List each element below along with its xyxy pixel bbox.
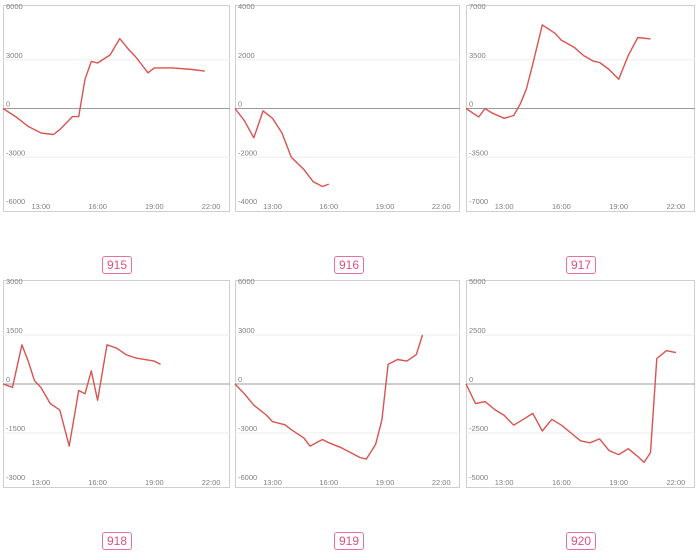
y-tick-label: -4000 — [238, 197, 257, 206]
y-tick-label: 7000 — [469, 2, 486, 11]
chart-915: 6000 3000 0 -3000 -6000 13:00 16:00 19:00 22:00 — [2, 2, 230, 212]
y-tick-label: -3000 — [6, 473, 25, 482]
chart-915-plot: 6000 3000 0 -3000 -6000 13:00 16:00 19:00 22:00 — [2, 2, 230, 212]
x-tick-label: 13:00 — [495, 202, 514, 211]
chart-916: 4000 2000 0 -2000 -4000 13:00 16:00 19:00 22:00 — [234, 2, 460, 212]
chart-label-920[interactable]: 920 — [565, 532, 597, 550]
y-tick-label: 1500 — [6, 326, 23, 335]
series-line — [234, 108, 330, 188]
y-tick-label: 6000 — [238, 277, 255, 286]
chart-916-plot: 4000 2000 0 -2000 -4000 13:00 16:00 19:00 22:00 — [234, 2, 460, 212]
x-tick-label: 22:00 — [667, 478, 686, 487]
y-tick-label: -1500 — [6, 424, 25, 433]
chart-label-916[interactable]: 916 — [333, 256, 365, 274]
series-line — [2, 37, 205, 136]
chart-917: 7000 3500 0 -3500 -7000 13:00 16:00 19:00 22:00 — [465, 2, 695, 212]
x-tick-label: 13:00 — [31, 202, 50, 211]
y-tick-label: -3500 — [469, 148, 488, 157]
x-tick-label: 22:00 — [432, 478, 451, 487]
x-tick-label: 16:00 — [319, 478, 338, 487]
y-tick-label: 3000 — [6, 51, 23, 60]
series-line — [234, 334, 424, 460]
x-tick-label: 22:00 — [202, 202, 221, 211]
y-tick-label: 0 — [238, 100, 242, 109]
chart-920: 5000 2500 0 -2500 -5000 13:00 16:00 19:00 22:00 — [465, 277, 695, 488]
x-tick-label: 16:00 — [88, 202, 107, 211]
x-tick-label: 16:00 — [319, 202, 338, 211]
y-tick-label: -2000 — [238, 148, 257, 157]
y-tick-label: 5000 — [469, 277, 486, 286]
y-tick-label: 4000 — [238, 2, 255, 11]
y-tick-label: 6000 — [6, 2, 23, 11]
x-tick-label: 13:00 — [495, 478, 514, 487]
chart-919-plot: 6000 3000 0 -3000 -6000 13:00 16:00 19:00 22:00 — [234, 277, 460, 488]
x-tick-label: 16:00 — [552, 202, 571, 211]
y-tick-label: 3000 — [6, 277, 23, 286]
y-tick-label: 0 — [469, 375, 473, 384]
x-tick-label: 22:00 — [202, 478, 221, 487]
y-tick-label: 0 — [6, 100, 10, 109]
x-tick-label: 13:00 — [263, 478, 282, 487]
x-tick-label: 22:00 — [667, 202, 686, 211]
y-tick-label: -3000 — [238, 424, 257, 433]
y-tick-label: 3500 — [469, 51, 486, 60]
x-tick-label: 19:00 — [609, 478, 628, 487]
y-tick-label: -6000 — [238, 473, 257, 482]
chart-label-917[interactable]: 917 — [565, 256, 597, 274]
series-line — [465, 349, 677, 464]
series-line — [2, 344, 161, 447]
y-tick-label: 3000 — [238, 326, 255, 335]
x-tick-label: 16:00 — [88, 478, 107, 487]
x-tick-label: 19:00 — [376, 478, 395, 487]
chart-917-plot: 7000 3500 0 -3500 -7000 13:00 16:00 19:00 22:00 — [465, 2, 695, 212]
y-tick-label: -6000 — [6, 197, 25, 206]
x-tick-label: 19:00 — [376, 202, 395, 211]
chart-label-919[interactable]: 919 — [333, 532, 365, 550]
y-tick-label: 2500 — [469, 326, 486, 335]
x-tick-label: 22:00 — [432, 202, 451, 211]
chart-label-915[interactable]: 915 — [101, 256, 133, 274]
chart-label-918[interactable]: 918 — [101, 532, 133, 550]
x-tick-label: 13:00 — [263, 202, 282, 211]
x-tick-label: 19:00 — [609, 202, 628, 211]
y-tick-label: 0 — [238, 375, 242, 384]
chart-919: 6000 3000 0 -3000 -6000 13:00 16:00 19:00 22:00 — [234, 277, 460, 488]
chart-918: 3000 1500 0 -1500 -3000 13:00 16:00 19:00 22:00 — [2, 277, 230, 488]
y-tick-label: -7000 — [469, 197, 488, 206]
y-tick-label: 2000 — [238, 51, 255, 60]
chart-918-plot: 3000 1500 0 -1500 -3000 13:00 16:00 19:00 22:00 — [2, 277, 230, 488]
x-tick-label: 19:00 — [145, 478, 164, 487]
y-tick-label: -5000 — [469, 473, 488, 482]
x-tick-label: 13:00 — [31, 478, 50, 487]
series-line — [465, 24, 651, 120]
y-tick-label: 0 — [469, 100, 473, 109]
x-tick-label: 19:00 — [145, 202, 164, 211]
chart-920-plot: 5000 2500 0 -2500 -5000 13:00 16:00 19:00 22:00 — [465, 277, 695, 488]
x-tick-label: 16:00 — [552, 478, 571, 487]
y-tick-label: -2500 — [469, 424, 488, 433]
y-tick-label: 0 — [6, 375, 10, 384]
y-tick-label: -3000 — [6, 148, 25, 157]
